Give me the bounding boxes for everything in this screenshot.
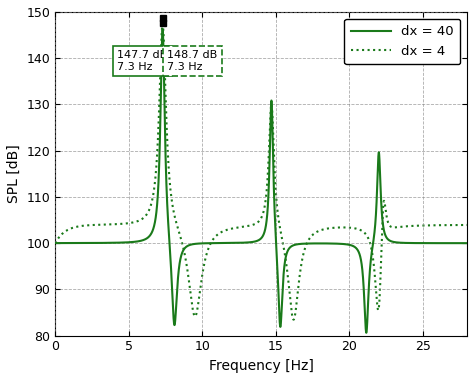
dx = 4 (291, 317, 296, 322)
dx = 4 (464, 223, 470, 227)
dx = 4 (155, 138, 161, 142)
dx = 4 (301, 248, 307, 253)
dx = 4 (53, 241, 58, 245)
dx = 40 (347, 243, 353, 247)
Line: dx = 4: dx = 4 (55, 24, 467, 320)
dx = 40 (317, 241, 322, 246)
Text: 147.7 dB
7.3 Hz: 147.7 dB 7.3 Hz (117, 50, 167, 72)
dx = 4 (317, 228, 322, 233)
dx = 4 (438, 223, 443, 228)
dx = 40 (438, 241, 443, 245)
dx = 40 (53, 241, 58, 245)
dx = 40 (464, 241, 470, 245)
dx = 40 (160, 27, 165, 31)
dx = 40 (155, 192, 161, 196)
Y-axis label: SPL [dB]: SPL [dB] (7, 144, 21, 203)
dx = 40 (301, 241, 307, 246)
Line: dx = 40: dx = 40 (55, 29, 467, 333)
dx = 4 (347, 225, 353, 230)
Text: 148.7 dB
7.3 Hz: 148.7 dB 7.3 Hz (167, 50, 217, 72)
dx = 40 (247, 240, 253, 245)
dx = 40 (364, 331, 369, 335)
Legend: dx = 40, dx = 4: dx = 40, dx = 4 (345, 19, 460, 64)
dx = 4 (247, 223, 253, 228)
dx = 4 (160, 21, 165, 26)
X-axis label: Frequency [Hz]: Frequency [Hz] (209, 359, 314, 373)
